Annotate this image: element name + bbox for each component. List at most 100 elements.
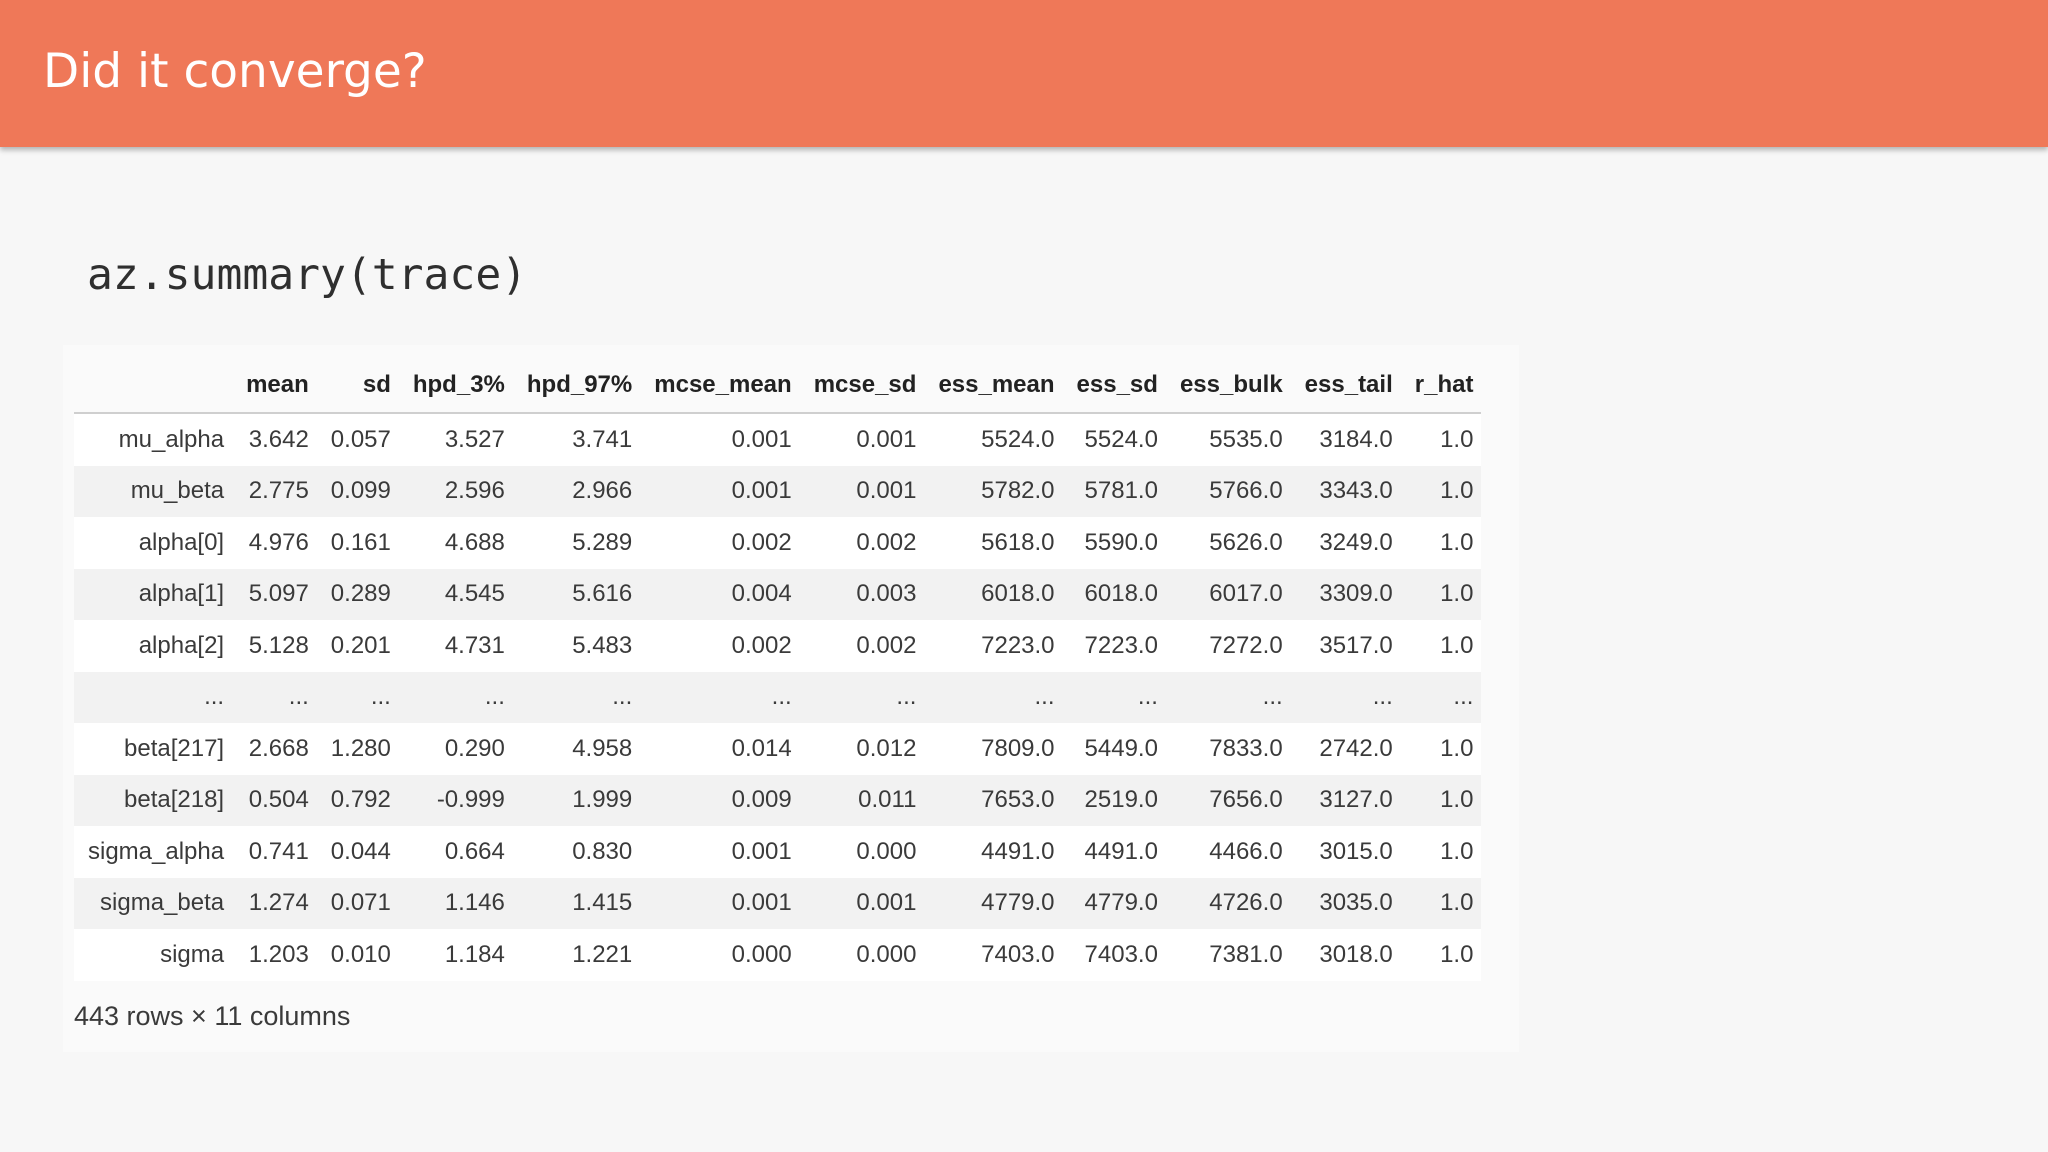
table-cell: ... [896, 683, 917, 711]
table-cell: 3343.0 [1319, 477, 1393, 505]
table-cell: 3.527 [444, 425, 505, 453]
table-cell: 0.290 [444, 734, 505, 762]
table-cell: 1.0 [1440, 580, 1474, 608]
table-cell: 1.146 [444, 889, 505, 917]
table-cell: 0.002 [731, 631, 792, 659]
table-cell: 4466.0 [1209, 837, 1283, 865]
table-cell: ... [612, 683, 633, 711]
table-cell: 5.097 [248, 580, 309, 608]
table-cell: 7656.0 [1209, 786, 1283, 814]
table-cell: 0.002 [731, 528, 792, 556]
table-cell: 0.009 [731, 786, 792, 814]
table-cell: 3.741 [572, 425, 633, 453]
table-cell: 0.001 [731, 837, 792, 865]
table-row: alpha[2] 5.128 0.201 4.731 5.483 0.002 0.002 72… [74, 620, 1482, 672]
column-header: ess_bulk [1165, 358, 1291, 414]
table-cell: 3249.0 [1319, 528, 1393, 556]
table-cell: 3517.0 [1319, 631, 1393, 659]
table-cell: 4491.0 [1084, 837, 1158, 865]
table-cell: 1.0 [1440, 528, 1474, 556]
table-cell: 7653.0 [981, 786, 1055, 814]
row-label: sigma_alpha [88, 837, 225, 865]
column-header: hpd_97% [512, 358, 641, 414]
column-header: hpd_3% [398, 358, 513, 414]
table-cell: 7223.0 [981, 631, 1055, 659]
row-label: beta[217] [124, 734, 225, 762]
table-cell: 1.0 [1440, 786, 1474, 814]
table-cell: 0.000 [856, 837, 917, 865]
table-cell: 4779.0 [981, 889, 1055, 917]
table-row: alpha[1] 5.097 0.289 4.545 5.616 0.004 0.003 60… [74, 568, 1482, 620]
table-cell: 3018.0 [1319, 940, 1393, 968]
row-label: beta[218] [124, 786, 225, 814]
table-cell: -0.999 [436, 786, 505, 814]
column-header: ess_mean [924, 358, 1063, 414]
table-cell: 7833.0 [1209, 734, 1283, 762]
table-cell: 0.830 [572, 837, 633, 865]
table-cell: 0.001 [856, 889, 917, 917]
table-cell: 5.289 [572, 528, 633, 556]
row-label: alpha[0] [138, 528, 225, 556]
table-cell: 1.0 [1440, 837, 1474, 865]
table-cell: ... [1453, 683, 1474, 711]
table-cell: 4779.0 [1084, 889, 1158, 917]
table-cell: 0.002 [856, 631, 917, 659]
table-cell: 0.000 [856, 940, 917, 968]
column-header-index [74, 358, 233, 414]
table-cell: 0.001 [731, 477, 792, 505]
table-cell: 0.099 [330, 477, 391, 505]
column-header: r_hat [1400, 358, 1482, 414]
table-cell: 1.274 [248, 889, 309, 917]
table-cell: 4.976 [248, 528, 309, 556]
table-cell: 4491.0 [981, 837, 1055, 865]
table-row: sigma 1.203 0.010 1.184 1.221 0.000 0.000 7403.… [74, 929, 1482, 981]
table-cell: 0.001 [856, 477, 917, 505]
table-row: beta[217] 2.668 1.280 0.290 4.958 0.014 0.012 7… [74, 723, 1482, 775]
table-cell: 1.0 [1440, 734, 1474, 762]
table-row: beta[218] 0.504 0.792 -0.999 1.999 0.009 0.011… [74, 774, 1482, 826]
slide-title: Did it converge? [43, 44, 427, 99]
table-cell: 1.0 [1440, 477, 1474, 505]
table-cell: ... [370, 683, 391, 711]
table-cell: 5524.0 [981, 425, 1055, 453]
table-body: mu_alpha 3.642 0.057 3.527 3.741 0.001 0.001 55… [74, 413, 1482, 981]
table-cell: 6018.0 [1084, 580, 1158, 608]
table-cell: 4.731 [444, 631, 505, 659]
table-cell: 3184.0 [1319, 425, 1393, 453]
table-cell: 0.001 [731, 889, 792, 917]
table-cell: 0.741 [248, 837, 309, 865]
table-cell: 1.0 [1440, 940, 1474, 968]
table-cell: 0.012 [856, 734, 917, 762]
table-cell: ... [771, 683, 792, 711]
row-label: mu_alpha [118, 425, 225, 453]
table-cell: 3127.0 [1319, 786, 1393, 814]
table-cell: 4.545 [444, 580, 505, 608]
table-cell: 5.128 [248, 631, 309, 659]
table-cell: 2.668 [248, 734, 309, 762]
table-cell: 0.010 [330, 940, 391, 968]
table-cell: 7809.0 [981, 734, 1055, 762]
row-label: ... [204, 683, 225, 711]
table-cell: ... [1262, 683, 1283, 711]
table-cell: ... [484, 683, 505, 711]
table-row: mu_beta 2.775 0.099 2.596 2.966 0.001 0.001 578… [74, 465, 1482, 517]
table-cell: 2.775 [248, 477, 309, 505]
table-header-row: mean sd hpd_3% hpd_97% mcse_mean mcse_sd ess_m… [74, 358, 1482, 414]
table-cell: 1.280 [330, 734, 391, 762]
column-header: mcse_sd [799, 358, 925, 414]
table-cell: 5626.0 [1209, 528, 1283, 556]
table-cell: 5.483 [572, 631, 633, 659]
table-row: sigma_beta 1.274 0.071 1.146 1.415 0.001 0.001… [74, 877, 1482, 929]
table-cell: 5590.0 [1084, 528, 1158, 556]
table-cell: 0.002 [856, 528, 917, 556]
table-cell: 1.415 [572, 889, 633, 917]
table-cell: 0.044 [330, 837, 391, 865]
table-cell: 7403.0 [1084, 940, 1158, 968]
table-cell: ... [1372, 683, 1393, 711]
table-cell: 1.221 [572, 940, 633, 968]
table-cell: 3309.0 [1319, 580, 1393, 608]
table-cell: 0.001 [856, 425, 917, 453]
table-row: sigma_alpha 0.741 0.044 0.664 0.830 0.001 0.00… [74, 826, 1482, 878]
column-header: mean [232, 358, 317, 414]
table-cell: 0.001 [731, 425, 792, 453]
